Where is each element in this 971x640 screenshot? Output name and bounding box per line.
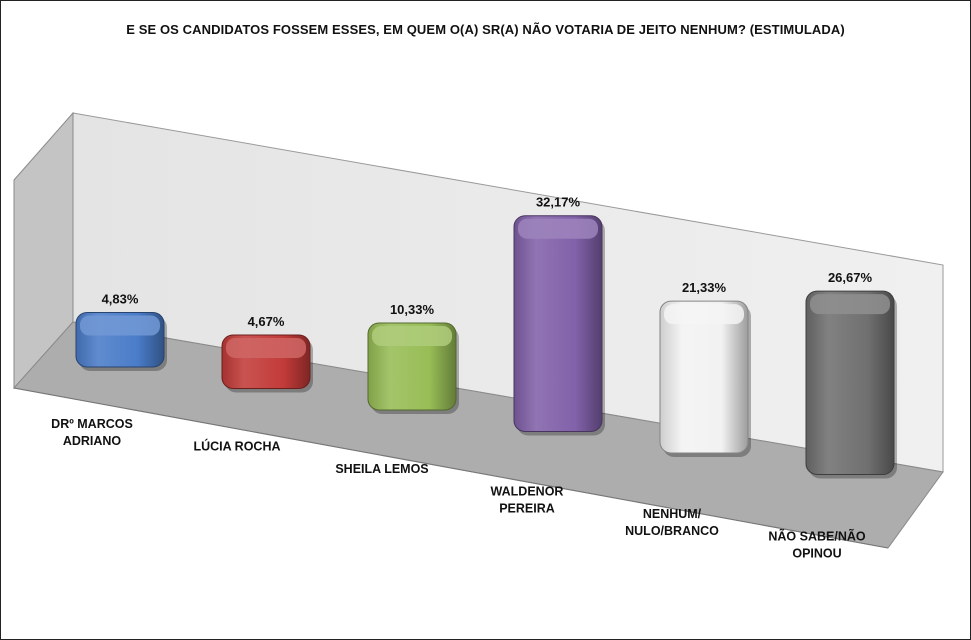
bar-top <box>80 315 160 336</box>
bar-top <box>810 294 890 315</box>
bar-top <box>372 326 452 347</box>
category-label: NÃO SABE/NÃO OPINOU <box>768 529 866 561</box>
bar-6 <box>805 290 897 479</box>
bar-5 <box>659 300 751 457</box>
category-label: SHEILA LEMOS <box>335 462 428 476</box>
chart-floor-edge <box>13 387 889 549</box>
data-label: 4,83% <box>102 292 139 307</box>
category-label: NENHUM/NULO/BRANCO <box>625 507 719 538</box>
bar-top <box>664 304 744 325</box>
category-label: DRº MARCOS ADRIANO <box>51 417 133 448</box>
category-label: WALDENOR PEREIRA <box>491 485 564 516</box>
data-label: 21,33% <box>682 280 727 295</box>
category-label: LÚCIA ROCHA <box>193 439 280 454</box>
chart-title: E SE OS CANDIDATOS FOSSEM ESSES, EM QUEM… <box>126 22 845 37</box>
data-label: 26,67% <box>828 270 873 285</box>
bar-top <box>226 337 306 358</box>
bar-top <box>518 218 598 239</box>
bar-body <box>805 290 895 475</box>
data-label: 4,67% <box>248 314 285 329</box>
data-label: 10,33% <box>390 302 435 317</box>
bar-body <box>513 215 603 432</box>
bar-2 <box>221 334 313 393</box>
data-label: 32,17% <box>536 195 581 210</box>
bar-body <box>659 300 749 454</box>
bar-1 <box>75 312 167 371</box>
bar-4 <box>513 215 605 436</box>
bar-3 <box>367 322 459 414</box>
